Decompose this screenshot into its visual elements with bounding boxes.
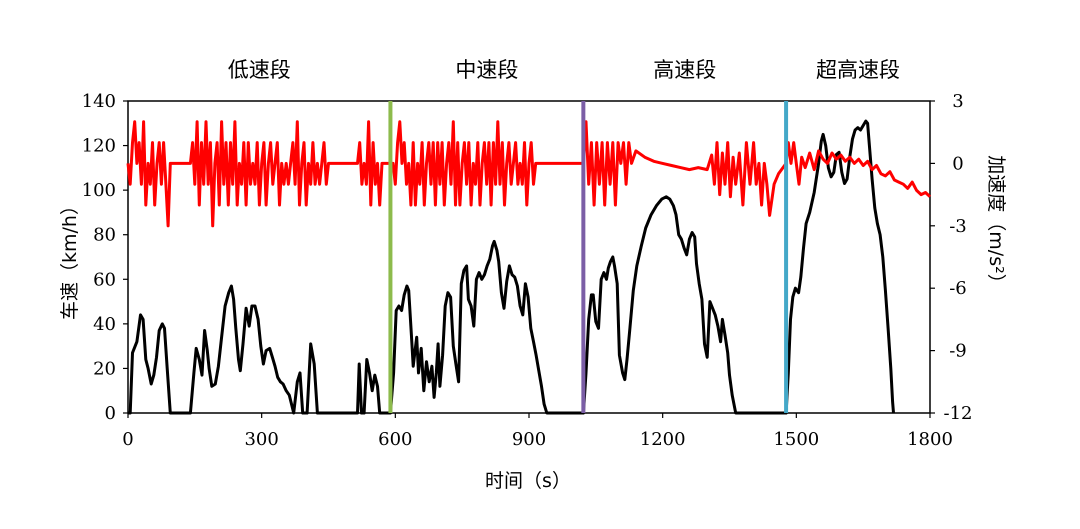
y2-tick-label: -6 bbox=[949, 278, 967, 299]
y-axis-ticks: 0 20 40 60 80 100 120 140 bbox=[82, 91, 128, 424]
y2-tick-label: -9 bbox=[949, 341, 967, 362]
x-tick-label: 900 bbox=[512, 429, 546, 450]
segment-label: 中速段 bbox=[455, 58, 518, 82]
x-tick-label: 600 bbox=[378, 429, 412, 450]
x-tick-label: 1200 bbox=[640, 429, 686, 450]
y-tick-label: 60 bbox=[93, 269, 116, 290]
segment-label: 超高速段 bbox=[816, 58, 900, 82]
segment-label: 低速段 bbox=[228, 58, 291, 82]
y-tick-label: 80 bbox=[93, 225, 116, 246]
y-tick-label: 40 bbox=[93, 314, 116, 335]
y-tick-label: 100 bbox=[82, 180, 116, 201]
y-tick-label: 120 bbox=[82, 136, 116, 157]
y2-axis-ticks: -12 -9 -6 -3 0 3 bbox=[930, 91, 973, 424]
series-group bbox=[126, 119, 932, 415]
x-tick-label: 300 bbox=[244, 429, 278, 450]
acceleration-series-line bbox=[126, 120, 932, 228]
y-axis-title: 车速（km/h） bbox=[59, 196, 81, 320]
x-tick-label: 1800 bbox=[907, 429, 953, 450]
y2-tick-label: 0 bbox=[952, 153, 963, 174]
y2-axis-title: 加速度（m/s²） bbox=[985, 155, 1007, 292]
speed-series-line bbox=[128, 119, 895, 415]
x-axis-title: 时间（s） bbox=[485, 470, 571, 492]
segment-labels: 低速段 中速段 高速段 超高速段 bbox=[228, 58, 900, 82]
y-tick-label: 0 bbox=[105, 403, 116, 424]
y2-tick-label: -3 bbox=[949, 216, 967, 237]
y-tick-label: 140 bbox=[82, 91, 116, 112]
segment-label: 高速段 bbox=[653, 58, 716, 82]
y2-tick-label: -12 bbox=[944, 403, 973, 424]
y2-tick-label: 3 bbox=[952, 91, 963, 112]
x-axis-ticks: 0 300 600 900 1200 1500 1800 bbox=[122, 413, 953, 450]
x-tick-label: 1500 bbox=[773, 429, 819, 450]
segment-boundaries bbox=[388, 101, 789, 413]
y-tick-label: 20 bbox=[93, 358, 116, 379]
x-tick-label: 0 bbox=[122, 429, 133, 450]
